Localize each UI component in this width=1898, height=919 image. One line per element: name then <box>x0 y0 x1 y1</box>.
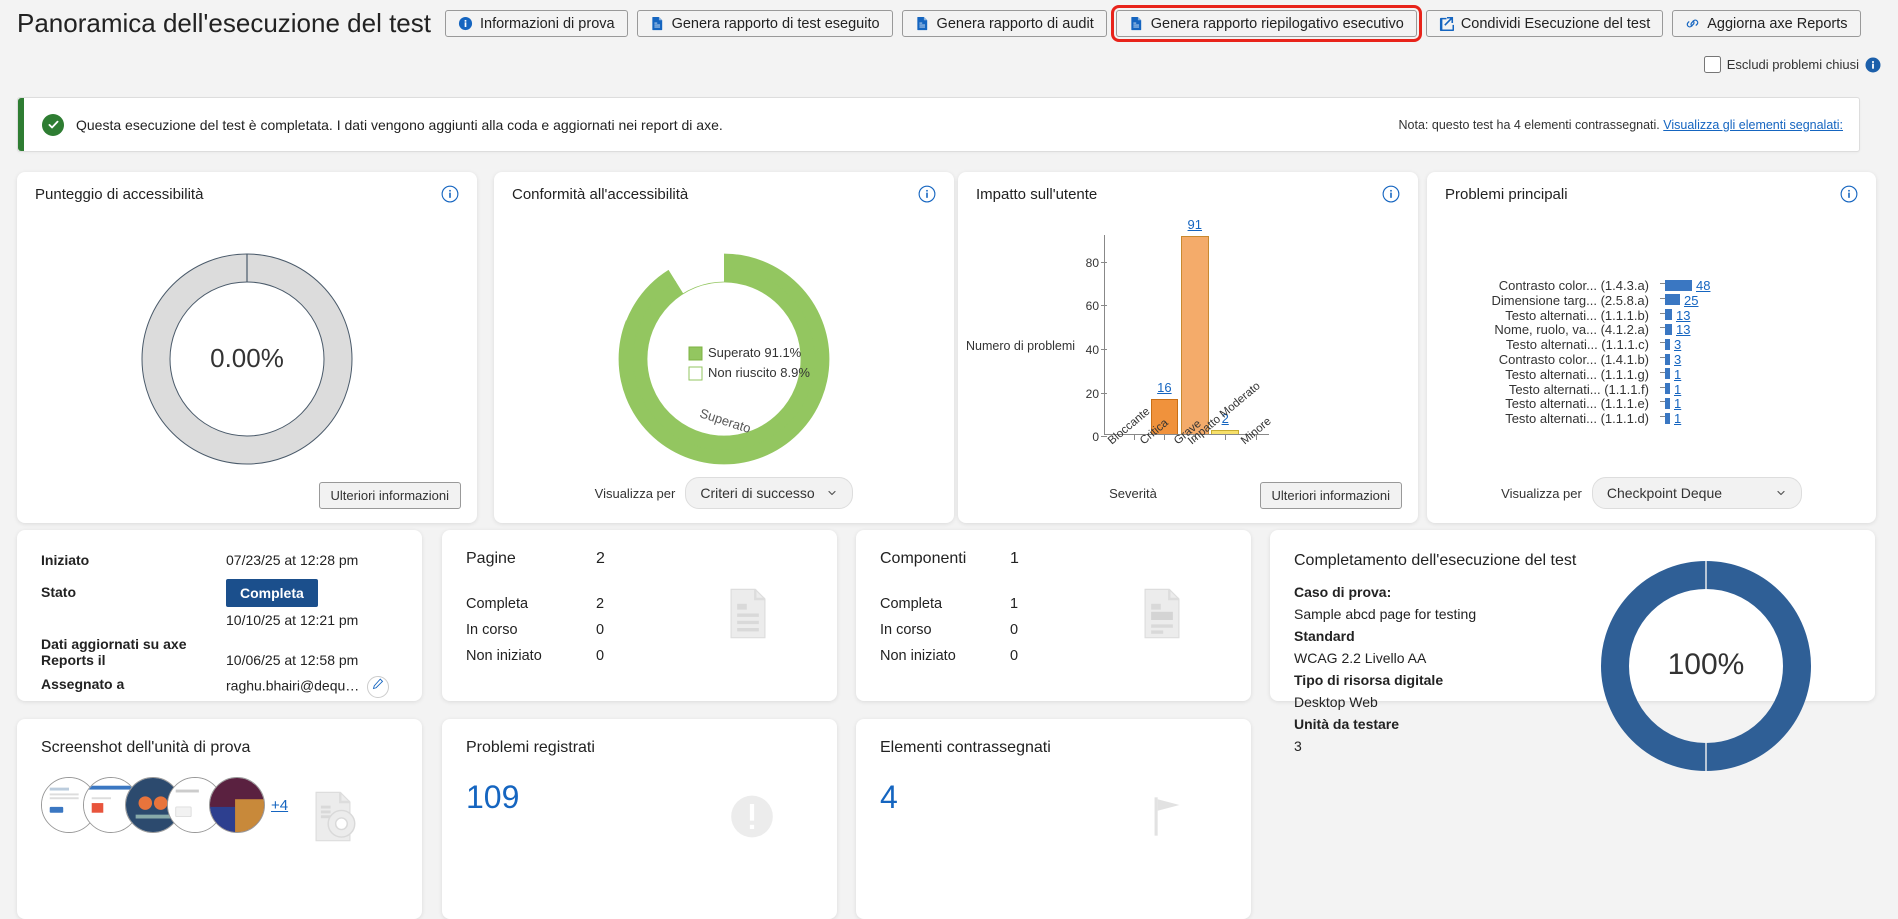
svg-text:Superato 91.1%: Superato 91.1% <box>708 345 802 360</box>
svg-text:0.00%: 0.00% <box>210 343 284 373</box>
svg-text:Superato: Superato <box>698 405 753 436</box>
svg-text:100%: 100% <box>1668 648 1745 681</box>
svg-text:Non riuscito 8.9%: Non riuscito 8.9% <box>708 365 810 380</box>
